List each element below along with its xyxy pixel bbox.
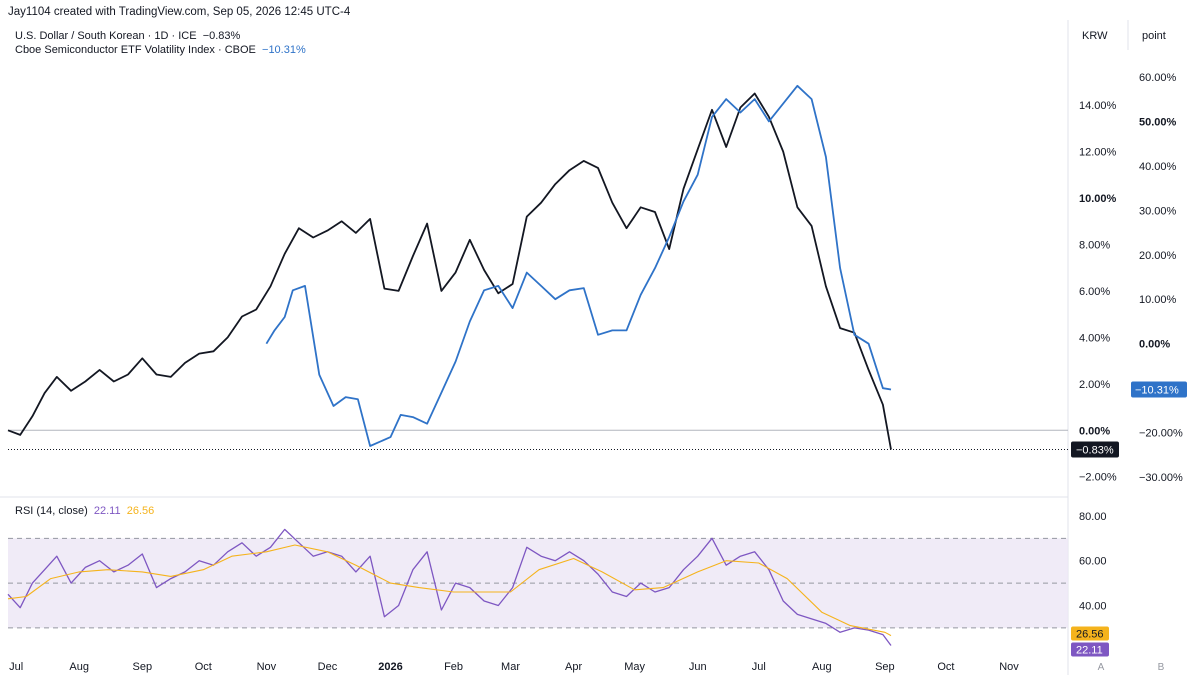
time-axis-tick: Feb xyxy=(444,661,463,673)
time-axis-tick: Jul xyxy=(752,661,766,673)
left-scale-tick: 0.00% xyxy=(1079,425,1110,437)
legend-rsi-label: RSI (14, close) xyxy=(15,505,88,517)
log-scale-button[interactable]: B xyxy=(1158,662,1165,673)
legend-rsi-ma-value: 26.56 xyxy=(126,505,155,517)
auto-scale-button[interactable]: A xyxy=(1098,662,1105,673)
time-axis-tick: May xyxy=(624,661,645,673)
right-scale-tick: 10.00% xyxy=(1139,294,1177,306)
time-axis-tick: Nov xyxy=(257,661,277,673)
left-scale-unit[interactable]: KRW xyxy=(1082,30,1108,42)
time-axis: Jul Aug Sep Oct Nov Dec 2026 Feb Mar Apr May Jun Jul… xyxy=(9,661,1165,673)
rsi-ma-last-badge xyxy=(1071,626,1109,641)
right-scale-tick: 50.00% xyxy=(1139,116,1177,128)
time-axis-tick: Dec xyxy=(318,661,338,673)
legend-vxsox-label: Cboe Semiconductor ETF Volatility Index … xyxy=(15,44,256,56)
author-credit: Jay1104 created with TradingView.com, Se… xyxy=(8,6,351,18)
vxsox-last-value: −10.31% xyxy=(1135,385,1179,397)
main-pane: 14.00% 12.00% 10.00% 8.00% 6.00% 4.00% 2.00% 0.… xyxy=(0,20,1187,675)
time-axis-tick: Sep xyxy=(132,661,152,673)
left-scale-tick: 14.00% xyxy=(1079,100,1117,112)
left-scale-tick: 10.00% xyxy=(1079,193,1117,205)
legend-vxsox[interactable]: Cboe Semiconductor ETF Volatility Index … xyxy=(15,44,306,56)
left-scale-tick: 8.00% xyxy=(1079,239,1110,251)
right-scale-tick: 0.00% xyxy=(1139,339,1170,351)
rsi-scale-tick: 60.00 xyxy=(1079,556,1107,568)
time-axis-tick: 2026 xyxy=(378,661,402,673)
rsi-scale-tick: 80.00 xyxy=(1079,511,1107,523)
time-axis-tick: Mar xyxy=(501,661,520,673)
left-scale-tick: 2.00% xyxy=(1079,379,1110,391)
time-axis-tick: Jul xyxy=(9,661,23,673)
usdkrw-last-value: −0.83% xyxy=(1076,445,1114,457)
rsi-ma-line xyxy=(7,544,892,637)
right-scale-tick: −20.00% xyxy=(1139,428,1183,440)
right-scale-tick: 60.00% xyxy=(1139,72,1177,84)
left-scale-tick: 12.00% xyxy=(1079,147,1117,159)
time-axis-tick: Jun xyxy=(689,661,707,673)
legend-rsi[interactable]: RSI (14, close) 22.11 26.56 xyxy=(15,505,154,517)
time-axis-tick: Aug xyxy=(69,661,89,673)
rsi-line xyxy=(7,528,892,646)
rsi-last-badge xyxy=(1071,642,1109,657)
rsi-pane: 80.00 60.00 40.00 26.56 22.11 xyxy=(7,511,1109,657)
time-axis-tick: Apr xyxy=(565,661,582,673)
time-axis-tick: Nov xyxy=(999,661,1019,673)
vxsox-last-badge xyxy=(1131,381,1187,398)
rsi-last-value: 22.11 xyxy=(1076,645,1103,657)
right-scale-unit[interactable]: point xyxy=(1142,30,1166,42)
right-scale-tick: 40.00% xyxy=(1139,161,1177,173)
time-axis-tick: Aug xyxy=(812,661,832,673)
legend-vxsox-value: −10.31% xyxy=(262,44,306,56)
vxsox-line xyxy=(265,84,892,447)
legend-usdkrw-value: −0.83% xyxy=(202,30,241,42)
legend-usdkrw-label: U.S. Dollar / South Korean · 1D · ICE xyxy=(15,30,197,42)
usdkrw-last-badge xyxy=(1071,441,1119,458)
legend-usdkrw[interactable]: U.S. Dollar / South Korean · 1D · ICE −0… xyxy=(15,30,240,42)
right-scale-tick: 20.00% xyxy=(1139,250,1177,262)
time-axis-tick: Oct xyxy=(195,661,212,673)
right-scale-tick: 30.00% xyxy=(1139,205,1177,217)
legend-rsi-value: 22.11 xyxy=(93,505,121,517)
time-axis-tick: Sep xyxy=(875,661,895,673)
rsi-scale-tick: 40.00 xyxy=(1079,600,1107,612)
rsi-ma-last-value: 26.56 xyxy=(1076,629,1104,641)
right-scale-tick: −30.00% xyxy=(1139,472,1183,484)
left-scale-tick: −2.00% xyxy=(1079,472,1117,484)
left-scale-tick: 6.00% xyxy=(1079,286,1110,298)
left-scale-tick: 4.00% xyxy=(1079,332,1110,344)
time-axis-tick: Oct xyxy=(937,661,954,673)
usdkrw-line xyxy=(7,92,892,450)
